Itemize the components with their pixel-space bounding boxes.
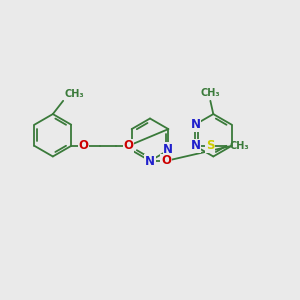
Text: CH₃: CH₃ (64, 89, 84, 99)
Text: N: N (145, 155, 155, 168)
Text: O: O (79, 140, 88, 152)
Text: N: N (190, 118, 200, 131)
Text: O: O (123, 140, 133, 152)
Text: N: N (164, 143, 173, 156)
Text: O: O (161, 154, 171, 167)
Text: S: S (206, 140, 214, 152)
Text: N: N (190, 140, 200, 152)
Text: CH₃: CH₃ (229, 141, 249, 151)
Text: CH₃: CH₃ (200, 88, 220, 98)
